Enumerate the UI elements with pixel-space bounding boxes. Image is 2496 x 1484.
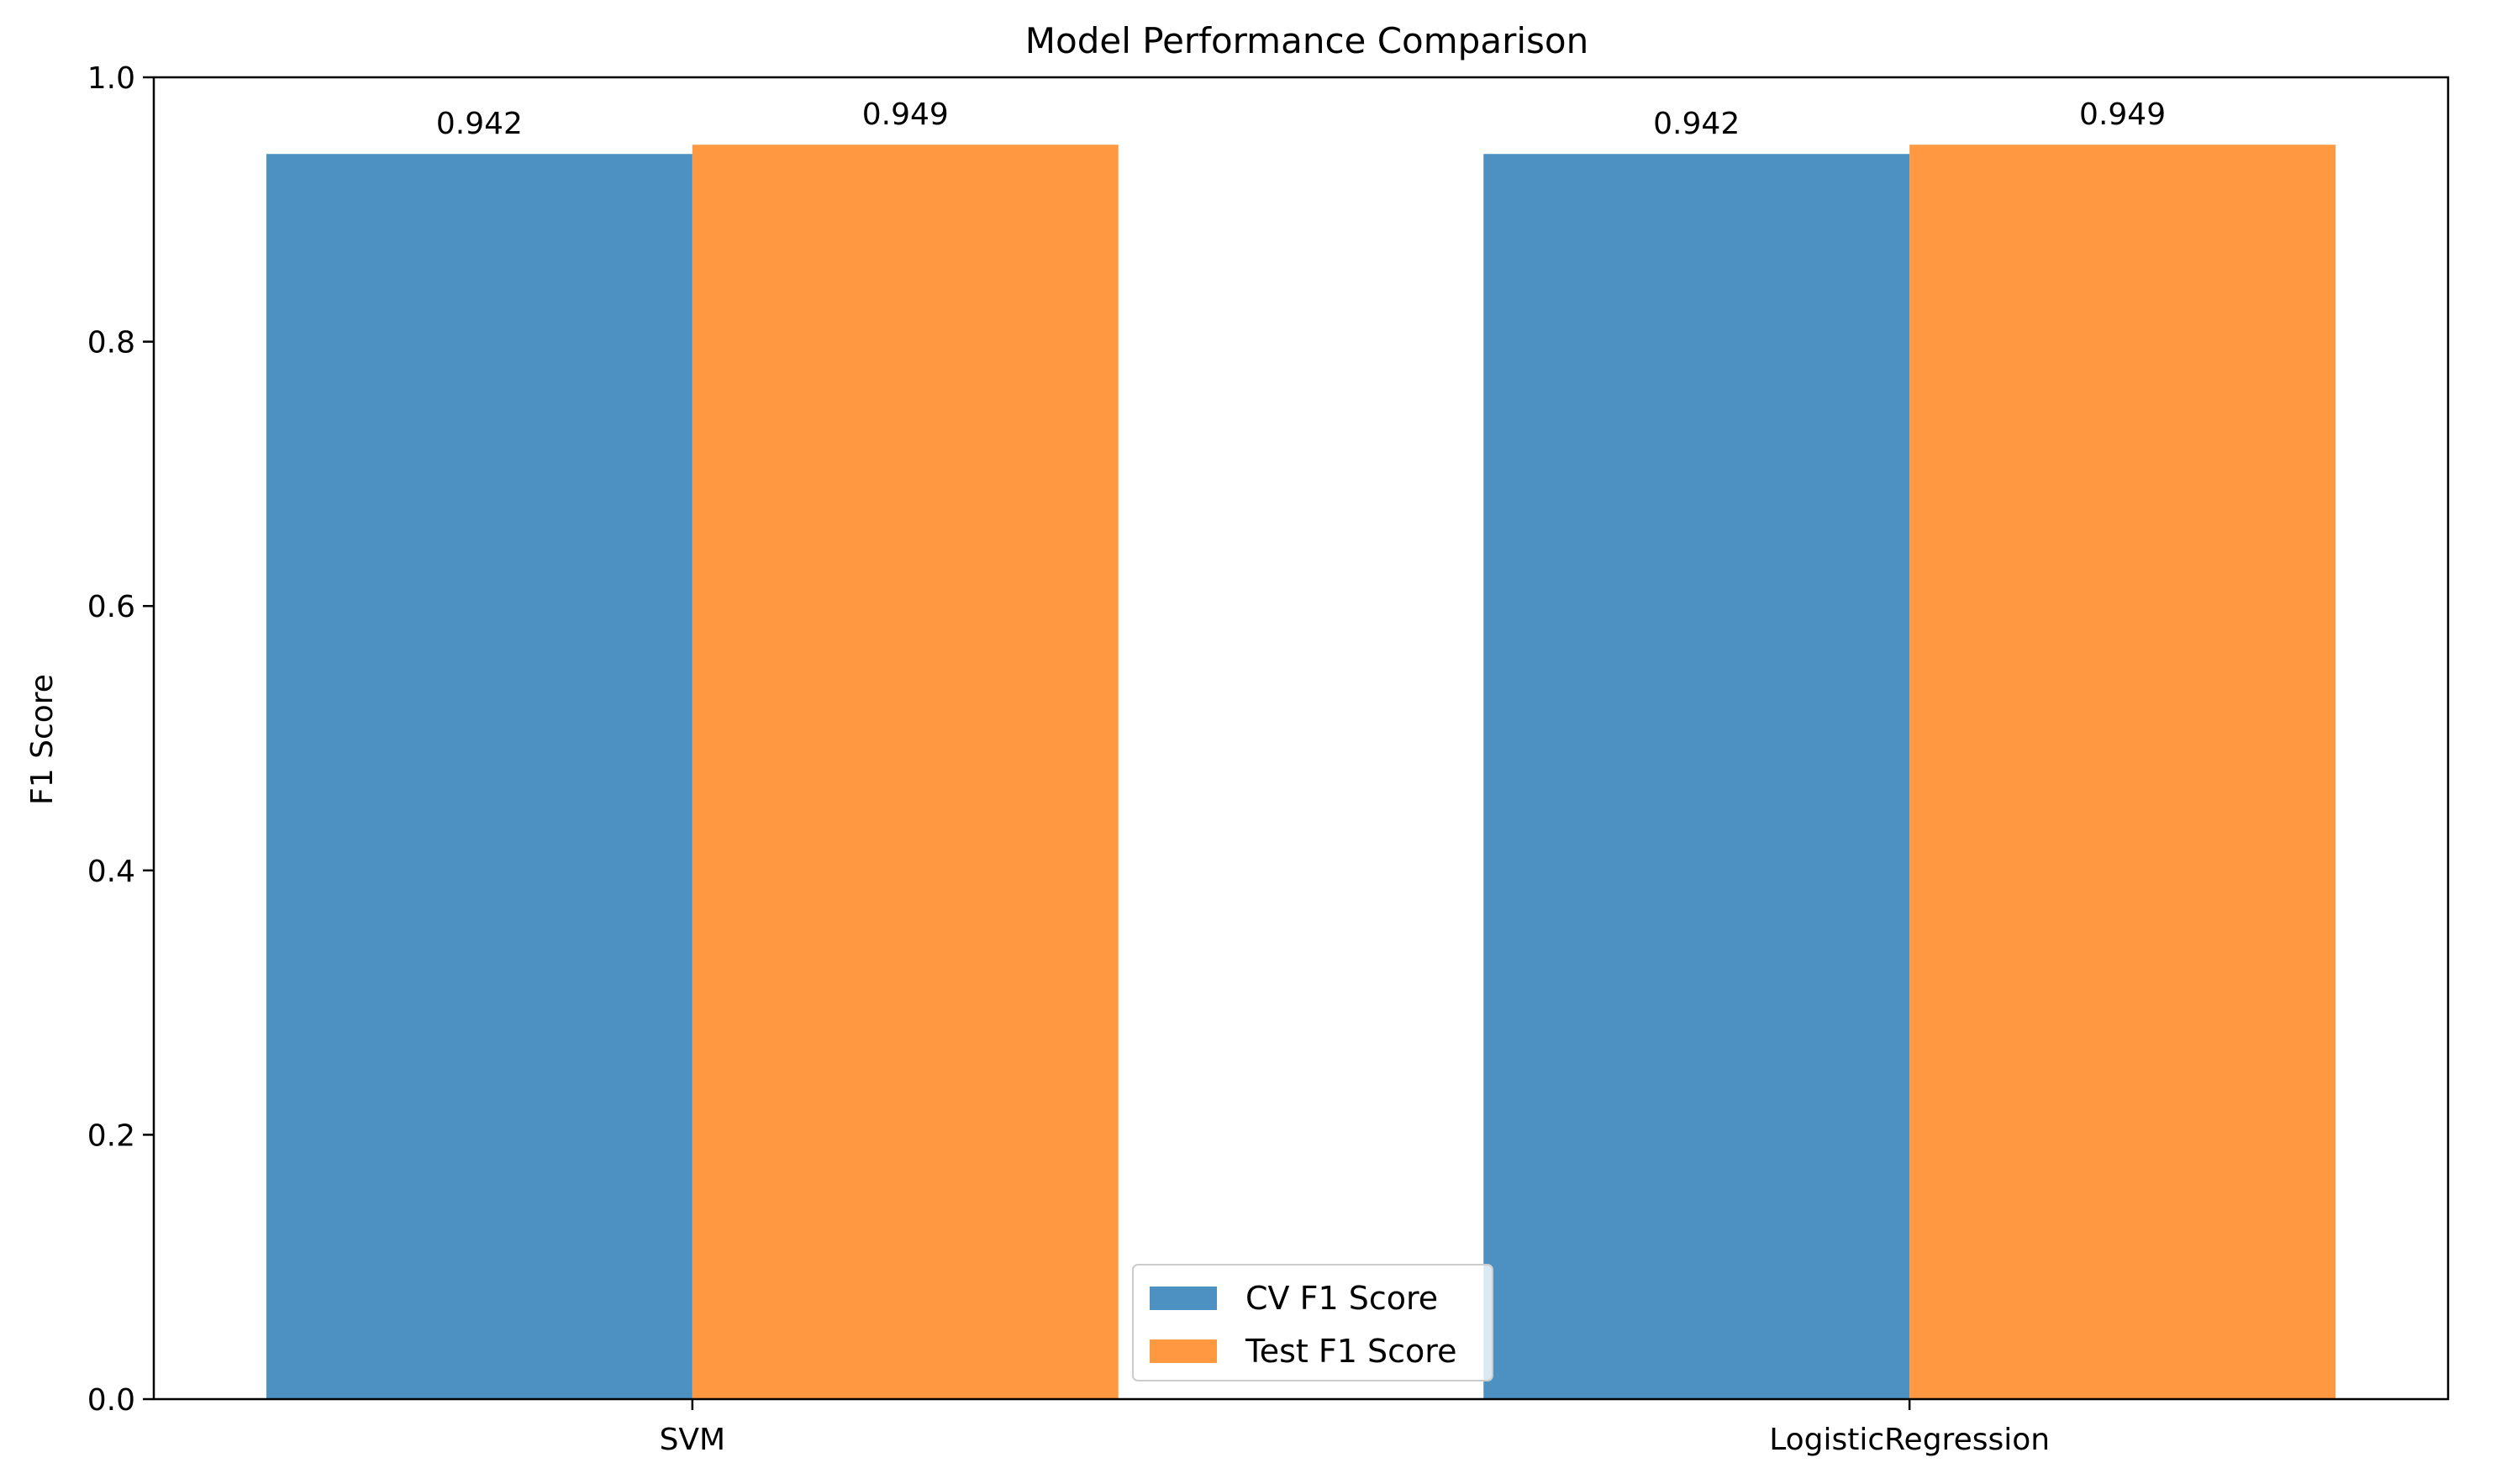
bar: [1909, 145, 2336, 1399]
data-label: 0.942: [436, 107, 523, 141]
y-tick-label: 1.0: [87, 61, 135, 96]
chart-title: Model Performance Comparison: [1025, 20, 1588, 61]
y-tick-label: 0.6: [87, 590, 135, 624]
y-tick-label: 0.2: [87, 1118, 135, 1153]
legend-box: [1132, 1264, 1493, 1381]
axes-frame: [152, 76, 2450, 1401]
plot-area: 0.942 0.942 0.949 0.949 0.0 0.2 0.4 0.6 0.8 1.0 SV…: [87, 61, 2450, 1457]
legend-swatch: [1150, 1339, 1217, 1363]
y-tick-label: 0.8: [87, 326, 135, 360]
bar: [692, 145, 1119, 1399]
bar: [1483, 154, 1910, 1399]
legend-label: Test F1 Score: [1245, 1333, 1456, 1370]
y-axis-label: F1 Score: [25, 674, 60, 805]
data-label: 0.942: [1653, 107, 1740, 141]
data-label: 0.949: [2079, 97, 2166, 132]
bar: [266, 154, 692, 1399]
y-tick-label: 0.0: [87, 1383, 135, 1418]
legend-swatch: [1150, 1287, 1217, 1310]
x-tick-label: SVM: [660, 1423, 726, 1457]
data-label: 0.949: [862, 97, 949, 132]
x-tick-label: LogisticRegression: [1769, 1423, 2050, 1457]
y-tick-label: 0.4: [87, 855, 135, 889]
legend: CV F1 Score Test F1 Score: [1132, 1264, 1493, 1381]
legend-label: CV F1 Score: [1245, 1280, 1438, 1317]
